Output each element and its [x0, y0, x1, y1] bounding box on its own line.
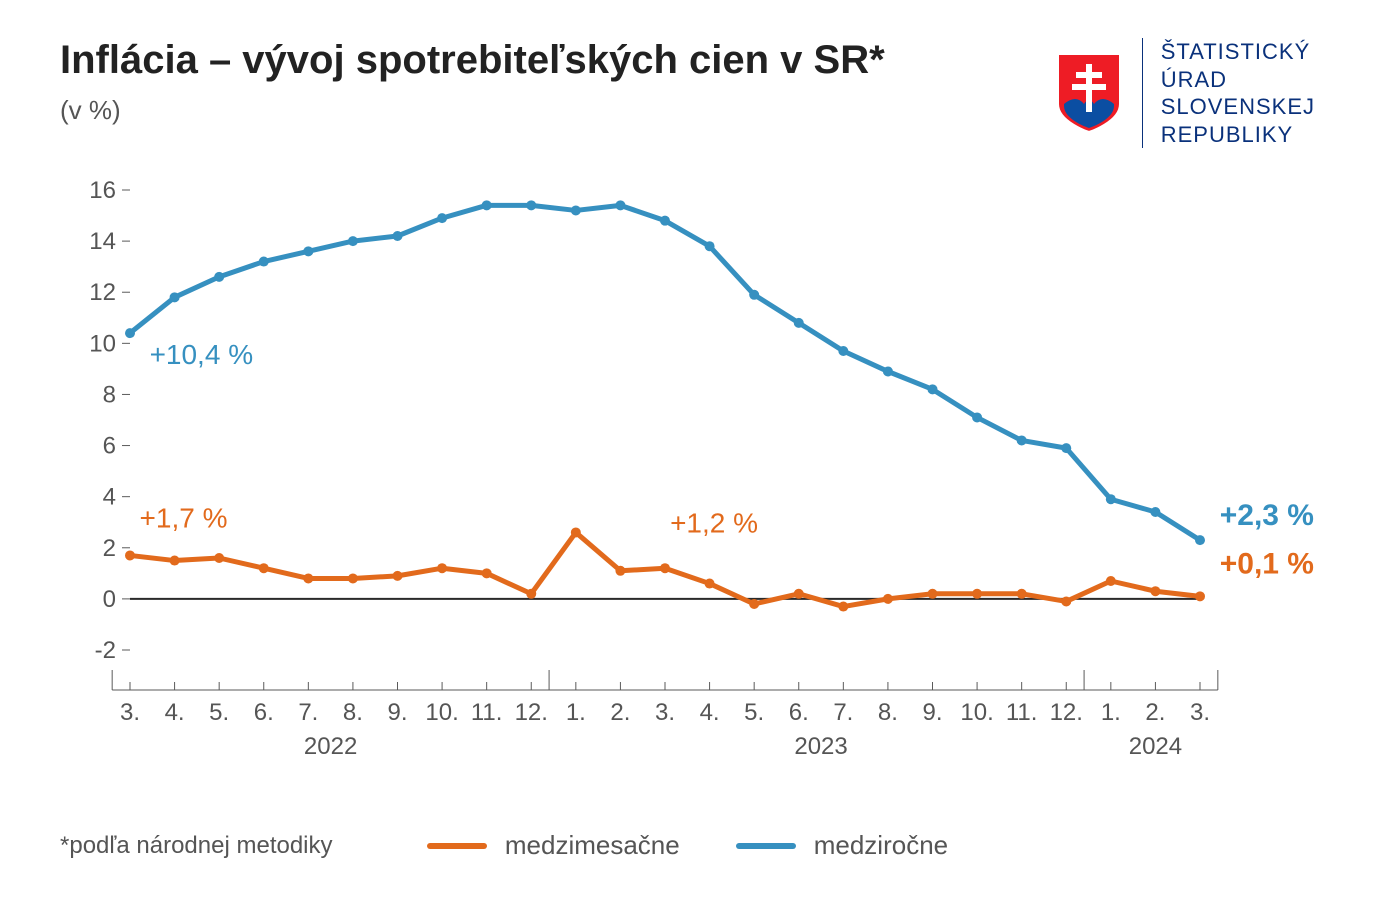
svg-text:12.: 12. — [515, 699, 548, 726]
legend-label: medzimesačne — [505, 830, 680, 861]
svg-text:10.: 10. — [425, 699, 458, 726]
legend-items: medzimesačne medziročne — [427, 830, 948, 861]
chart-area: -2 0 2 4 6 8 10 12 14 16 3. 4. 5. 6. 7. 8. 9. 10. 11. 12. 1.… — [60, 180, 1315, 760]
svg-text:3.: 3. — [655, 699, 675, 726]
line-chart: -2 0 2 4 6 8 10 12 14 16 3. 4. 5. 6. 7. 8. 9. 10. 11. 12. 1.… — [60, 180, 1315, 760]
svg-text:9.: 9. — [387, 699, 407, 726]
svg-text:8.: 8. — [343, 699, 363, 726]
svg-text:3.: 3. — [1190, 699, 1210, 726]
svg-text:5.: 5. — [209, 699, 229, 726]
chart-subtitle: (v %) — [60, 95, 885, 126]
chart-title: Inflácia – vývoj spotrebiteľských cien v… — [60, 38, 885, 83]
legend-swatch — [736, 843, 796, 849]
logo-text-line: ÚRAD — [1161, 66, 1315, 94]
shield-icon — [1054, 50, 1124, 136]
svg-text:+10,4 %: +10,4 % — [150, 339, 254, 370]
svg-text:10: 10 — [89, 330, 116, 357]
svg-text:11.: 11. — [471, 699, 503, 726]
svg-text:16: 16 — [89, 180, 116, 204]
svg-text:8.: 8. — [878, 699, 898, 726]
svg-text:12.: 12. — [1050, 699, 1083, 726]
svg-text:9.: 9. — [922, 699, 942, 726]
svg-text:7.: 7. — [833, 699, 853, 726]
svg-text:7.: 7. — [298, 699, 318, 726]
logo-text-line: SLOVENSKEJ — [1161, 93, 1315, 121]
svg-text:4: 4 — [103, 484, 116, 511]
svg-text:6.: 6. — [789, 699, 809, 726]
logo-text: ŠTATISTICKÝ ÚRAD SLOVENSKEJ REPUBLIKY — [1142, 38, 1315, 148]
logo: ŠTATISTICKÝ ÚRAD SLOVENSKEJ REPUBLIKY — [1054, 38, 1315, 148]
svg-text:+2,3 %: +2,3 % — [1220, 499, 1314, 532]
svg-text:1.: 1. — [566, 699, 586, 726]
svg-text:-2: -2 — [95, 637, 116, 664]
svg-text:+1,2 %: +1,2 % — [670, 507, 758, 538]
legend: *podľa národnej metodiky medzimesačne me… — [0, 830, 1375, 861]
svg-text:4.: 4. — [165, 699, 185, 726]
logo-text-line: ŠTATISTICKÝ — [1161, 38, 1315, 66]
footnote: *podľa národnej metodiky — [60, 832, 333, 860]
svg-text:10.: 10. — [960, 699, 993, 726]
svg-text:4.: 4. — [700, 699, 720, 726]
svg-text:2.: 2. — [1145, 699, 1165, 726]
svg-text:6: 6 — [103, 433, 116, 460]
svg-text:1.: 1. — [1101, 699, 1121, 726]
logo-text-line: REPUBLIKY — [1161, 121, 1315, 149]
legend-label: medziročne — [814, 830, 948, 861]
svg-text:3.: 3. — [120, 699, 140, 726]
svg-text:8: 8 — [103, 381, 116, 408]
legend-item-medzirocne: medziročne — [736, 830, 948, 861]
page: Inflácia – vývoj spotrebiteľských cien v… — [0, 0, 1375, 923]
svg-text:5.: 5. — [744, 699, 764, 726]
legend-swatch — [427, 843, 487, 849]
svg-text:14: 14 — [89, 228, 116, 255]
svg-text:2: 2 — [103, 535, 116, 562]
svg-text:0: 0 — [103, 586, 116, 613]
svg-text:2022: 2022 — [304, 733, 357, 760]
svg-text:2023: 2023 — [794, 733, 847, 760]
legend-item-medzimesacne: medzimesačne — [427, 830, 680, 861]
svg-text:+0,1 %: +0,1 % — [1220, 547, 1314, 580]
svg-text:12: 12 — [89, 279, 116, 306]
svg-text:2.: 2. — [610, 699, 630, 726]
svg-text:11.: 11. — [1006, 699, 1038, 726]
svg-text:+1,7 %: +1,7 % — [140, 502, 228, 533]
title-block: Inflácia – vývoj spotrebiteľských cien v… — [60, 38, 885, 126]
svg-text:2024: 2024 — [1129, 733, 1182, 760]
svg-text:6.: 6. — [254, 699, 274, 726]
